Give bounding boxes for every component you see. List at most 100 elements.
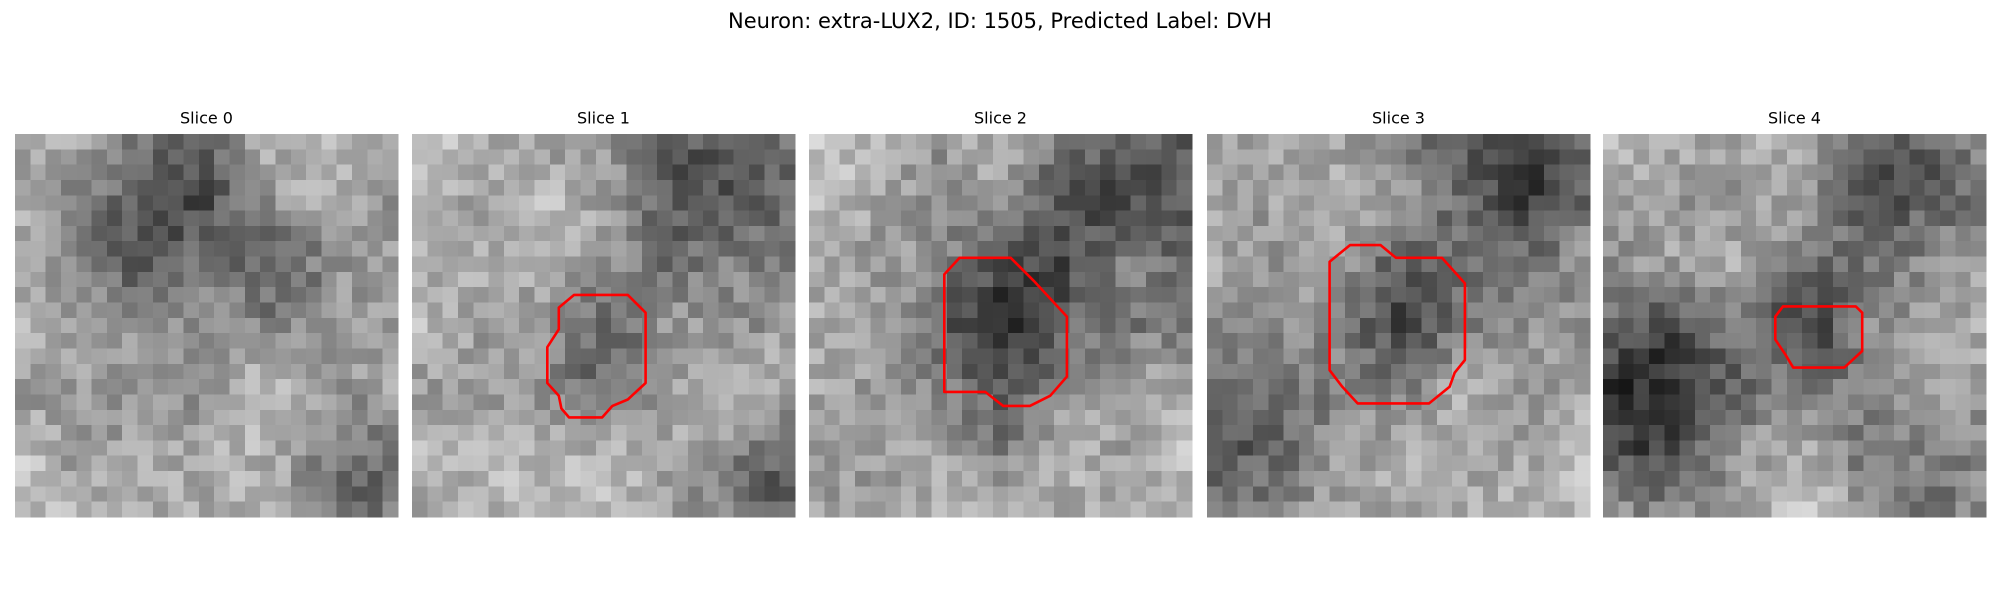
pixel	[1618, 379, 1635, 396]
pixel	[1467, 179, 1484, 196]
pixel	[306, 486, 322, 503]
pixel	[1084, 287, 1101, 304]
pixel	[1344, 271, 1361, 288]
pixel	[106, 363, 123, 380]
pixel	[1360, 409, 1377, 426]
pixel	[764, 317, 781, 334]
pixel	[1268, 440, 1285, 457]
pixel	[565, 471, 582, 487]
pixel	[1817, 302, 1834, 319]
pixel	[45, 271, 62, 288]
pixel	[764, 195, 781, 212]
pixel	[1360, 486, 1377, 503]
pixel	[1146, 241, 1162, 258]
pixel	[1679, 455, 1696, 472]
pixel	[352, 348, 368, 365]
pixel	[275, 241, 292, 258]
pixel	[1513, 348, 1530, 365]
pixel	[1694, 409, 1711, 426]
pixel	[1648, 440, 1665, 457]
pixel	[885, 302, 902, 319]
pixel	[870, 471, 887, 487]
pixel	[1528, 317, 1545, 334]
pixel	[1100, 149, 1116, 166]
pixel	[1618, 195, 1635, 212]
pixel	[549, 287, 566, 304]
pixel	[503, 471, 520, 487]
pixel	[427, 333, 444, 350]
pixel	[1069, 317, 1086, 334]
pixel	[214, 179, 231, 196]
pixel	[1207, 317, 1223, 334]
pixel	[718, 363, 735, 380]
pixel	[519, 241, 536, 258]
pixel	[1863, 440, 1880, 457]
pixel	[900, 394, 917, 411]
pixel	[519, 179, 536, 196]
image-panel: Slice 0	[15, 109, 399, 518]
pixel	[1436, 149, 1453, 166]
pixel	[611, 333, 628, 350]
pixel	[900, 440, 917, 457]
pixel	[1786, 440, 1803, 457]
pixel	[946, 149, 963, 166]
pixel	[427, 486, 444, 503]
pixel	[1955, 440, 1972, 457]
pixel	[290, 379, 307, 396]
pixel	[76, 195, 93, 212]
pixel	[549, 164, 566, 181]
pixel	[534, 409, 551, 426]
pixel	[152, 379, 169, 396]
pixel	[1467, 455, 1484, 472]
pixel	[91, 394, 108, 411]
pixel	[152, 363, 169, 380]
pixel	[1528, 241, 1545, 258]
pixel	[1252, 394, 1269, 411]
pixel	[382, 471, 399, 487]
pixel	[1146, 471, 1162, 487]
pixel	[1756, 287, 1773, 304]
pixel	[565, 164, 582, 181]
pixel	[549, 409, 566, 426]
pixel	[1130, 471, 1147, 487]
pixel	[1237, 225, 1254, 242]
pixel	[718, 210, 735, 227]
pixel	[275, 287, 292, 304]
pixel	[1574, 425, 1591, 441]
pixel	[1924, 225, 1941, 242]
pixel	[1375, 149, 1392, 166]
pixel	[992, 455, 1009, 472]
pixel	[1955, 455, 1972, 472]
pixel	[1268, 363, 1285, 380]
pixel	[1298, 425, 1315, 441]
pixel	[1360, 348, 1377, 365]
pixel	[1940, 210, 1956, 227]
pixel	[412, 271, 428, 288]
pixel	[824, 348, 841, 365]
pixel	[1298, 379, 1315, 396]
pixel	[1008, 317, 1025, 334]
pixel	[1298, 348, 1315, 365]
pixel	[946, 179, 963, 196]
pixel	[1130, 287, 1147, 304]
pixel	[412, 287, 428, 304]
pixel	[503, 134, 520, 150]
pixel	[1679, 348, 1696, 365]
pixel	[580, 179, 597, 196]
pixel	[1544, 394, 1560, 411]
pixel	[1970, 409, 1987, 426]
pixel	[1482, 486, 1499, 503]
pixel	[1390, 302, 1407, 319]
pixel	[488, 333, 505, 350]
pixel	[1176, 164, 1193, 181]
pixel	[900, 302, 917, 319]
pixel	[1786, 379, 1803, 396]
pixel	[1863, 256, 1880, 273]
pixel	[1008, 455, 1025, 472]
pixel	[30, 333, 47, 350]
pixel	[1786, 134, 1803, 150]
pixel	[641, 271, 658, 288]
pixel	[672, 348, 689, 365]
pixel	[168, 409, 185, 426]
pixel	[1268, 394, 1285, 411]
